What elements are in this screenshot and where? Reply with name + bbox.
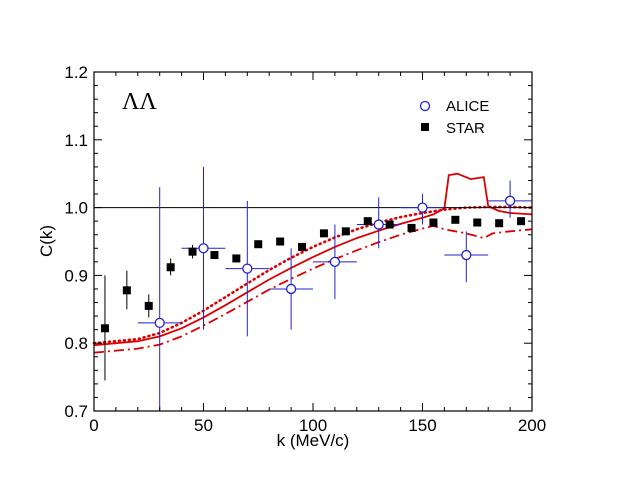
y-tick-label: 0.8 [64, 334, 88, 353]
alice-marker-8 [504, 195, 516, 206]
star-point-3 [166, 258, 175, 276]
alice-marker-3 [285, 283, 297, 295]
star-marker-4 [188, 247, 197, 256]
star-marker-10 [319, 229, 328, 238]
star-marker-18 [495, 219, 504, 228]
x-tick-label: 100 [299, 416, 327, 435]
star-marker-5 [210, 251, 219, 260]
y-tick-label: 0.9 [64, 266, 88, 285]
alice-point-0 [137, 187, 182, 411]
star-marker-11 [341, 227, 350, 236]
alice-point-5 [356, 197, 401, 249]
star-point-12 [363, 217, 372, 226]
star-marker-2 [144, 301, 153, 310]
star-point-9 [298, 242, 307, 251]
star-point-6 [232, 254, 241, 263]
x-tick-label: 200 [518, 416, 546, 435]
model-curve-dotted [92, 205, 534, 345]
star-point-1 [122, 270, 131, 310]
star-point-18 [495, 219, 504, 228]
star-marker-12 [363, 217, 372, 226]
star-point-16 [451, 215, 460, 224]
y-axis-title: C(k) [37, 225, 56, 257]
alice-point-4 [313, 224, 357, 300]
star-marker-19 [517, 217, 526, 226]
star-point-7 [254, 240, 263, 249]
star-point-14 [407, 223, 416, 232]
star-marker-0 [100, 324, 109, 333]
star-marker-6 [232, 254, 241, 263]
star-point-8 [276, 237, 285, 246]
legend-alice-label: ALICE [446, 98, 489, 115]
legend-alice-marker [419, 100, 431, 112]
x-tick-label: 150 [408, 416, 436, 435]
panel-label: ΛΛ [122, 89, 157, 115]
alice-marker-2 [242, 263, 253, 274]
x-tick-label: 0 [89, 416, 98, 435]
star-point-10 [319, 229, 328, 238]
star-marker-15 [429, 218, 438, 227]
star-marker-3 [166, 263, 175, 272]
legend-star-label: STAR [446, 120, 485, 137]
star-point-11 [341, 227, 350, 236]
alice-marker-0 [154, 317, 165, 329]
star-marker-9 [298, 242, 307, 251]
star-marker-8 [276, 237, 285, 246]
y-tick-label: 1.2 [64, 63, 88, 82]
star-point-5 [210, 251, 219, 260]
legend-star-marker [421, 123, 429, 131]
alice-marker-4 [329, 256, 341, 267]
y-tick-label: 0.7 [64, 402, 88, 421]
tick-labels: 0 50 100 150 200 0.7 0.8 0.9 1.0 1.1 1.2 [64, 63, 546, 435]
star-point-15 [429, 218, 438, 227]
star-point-19 [517, 217, 526, 226]
star-marker-13 [385, 220, 394, 229]
axes [93, 71, 533, 412]
alice-marker-7 [461, 249, 472, 261]
alice-point-6 [400, 194, 445, 225]
alice-point-7 [444, 231, 489, 283]
star-point-4 [188, 244, 197, 259]
star-marker-17 [473, 218, 482, 227]
legend: ALICE STAR [419, 98, 489, 137]
star-marker-14 [407, 223, 416, 232]
alice-point-2 [225, 200, 270, 337]
alice-marker-6 [417, 202, 428, 213]
alice-point-8 [488, 180, 532, 218]
star-marker-16 [451, 215, 460, 224]
star-point-0 [100, 275, 109, 381]
alice-marker-5 [373, 219, 384, 230]
alice-point-3 [269, 248, 313, 330]
model-curve-dash-dot [93, 224, 533, 354]
alice-marker-1 [198, 243, 209, 254]
y-tick-label: 1.1 [64, 131, 88, 150]
data-points [100, 166, 532, 411]
star-point-13 [385, 220, 394, 229]
alice-point-1 [181, 166, 226, 330]
star-point-2 [144, 294, 153, 318]
star-marker-7 [254, 240, 263, 249]
x-tick-label: 50 [194, 416, 213, 435]
star-marker-1 [122, 286, 131, 295]
x-axis-title: k (MeV/c) [277, 431, 350, 450]
y-tick-label: 1.0 [64, 199, 88, 218]
star-point-17 [473, 218, 482, 227]
